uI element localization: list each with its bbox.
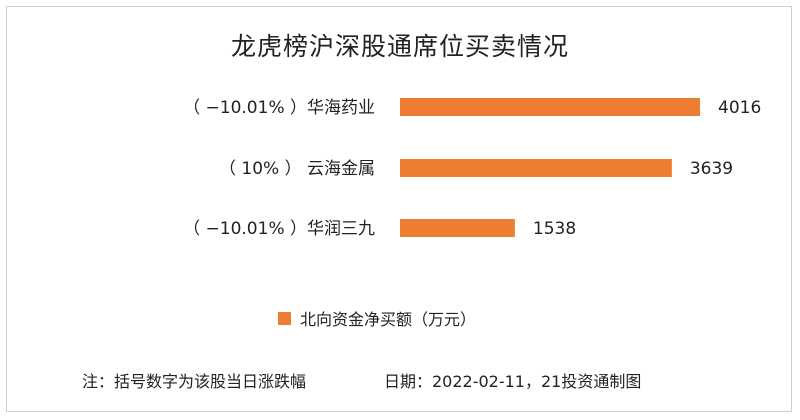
- bar-3: [400, 219, 515, 237]
- legend-label: 北向资金净买额（万元）: [300, 310, 477, 329]
- bar-value-label-3: 1538: [533, 219, 576, 239]
- chart-frame: [6, 6, 792, 412]
- bar-2: [400, 159, 672, 177]
- bar-value-label-1: 4016: [718, 98, 761, 118]
- legend-swatch: [278, 311, 291, 325]
- legend: 北向资金净买额（万元）: [278, 306, 476, 330]
- bar-value-label-2: 3639: [690, 159, 733, 179]
- category-label-1: （ −10.01% ）华海药业: [183, 98, 375, 118]
- footer-date-source: 日期：2022-02-11，21投资通制图: [384, 372, 642, 391]
- category-label-2: （ 10% ） 云海金属: [219, 159, 375, 179]
- bar-1: [400, 98, 700, 116]
- category-label-3: （ −10.01% ）华润三九: [183, 219, 375, 239]
- chart-title: 龙虎榜沪深股通席位买卖情况: [230, 32, 569, 61]
- footer-note: 注：括号数字为该股当日涨跌幅: [82, 372, 307, 391]
